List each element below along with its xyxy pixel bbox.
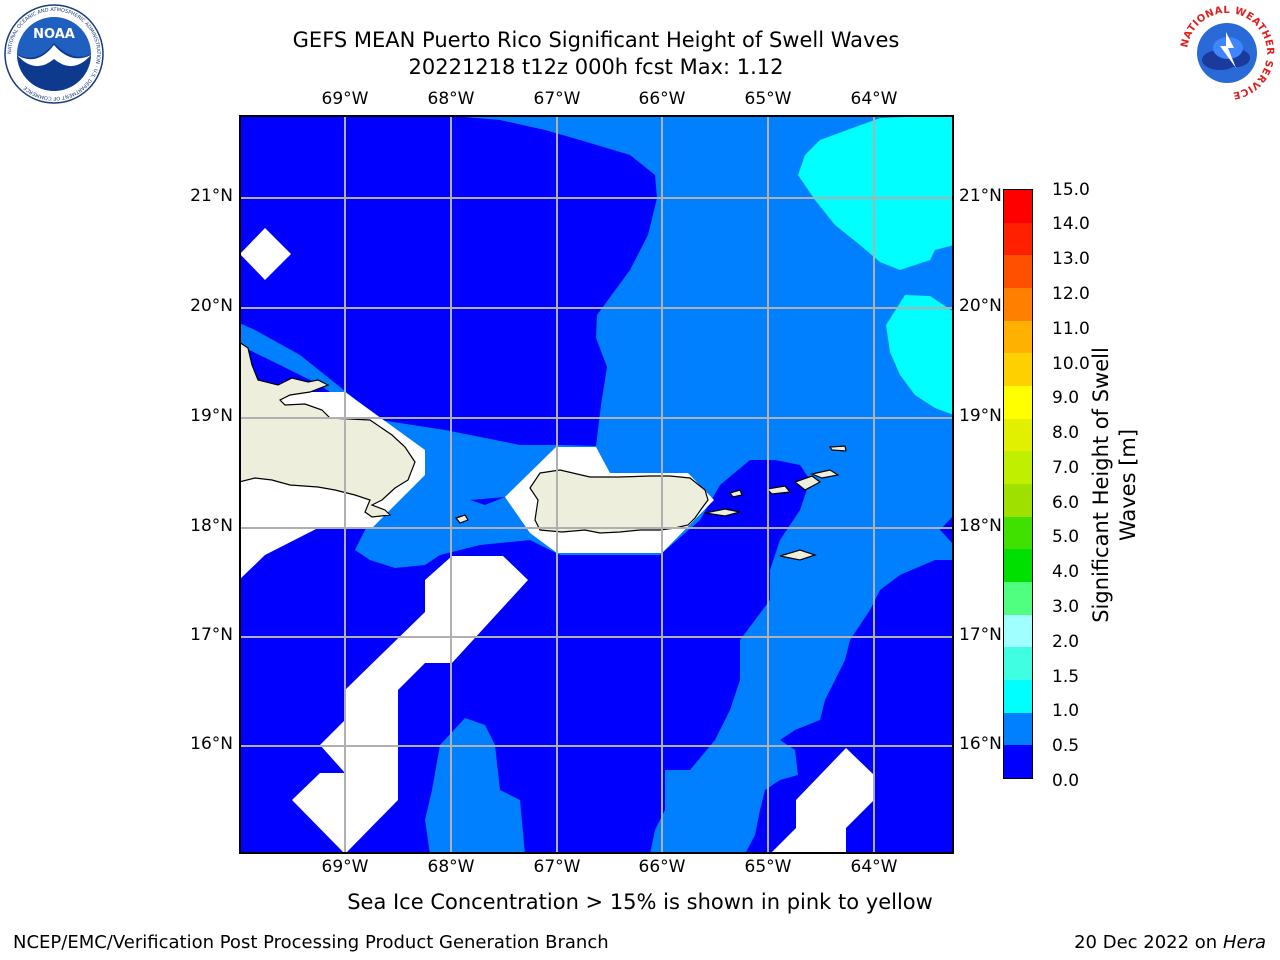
colorbar-label-line1: Significant Height of Swell bbox=[1089, 347, 1113, 623]
footer-branch: NCEP/EMC/Verification Post Processing Pr… bbox=[13, 932, 609, 953]
lat-label-left: 20°N bbox=[190, 296, 233, 316]
colorbar-swatch bbox=[1004, 222, 1032, 256]
lon-label-top: 65°W bbox=[744, 89, 792, 109]
colorbar-tick-label: 6.0 bbox=[1052, 493, 1080, 513]
map-frame bbox=[239, 115, 954, 854]
lat-label-right: 21°N bbox=[959, 186, 1002, 206]
colorbar-swatch bbox=[1004, 320, 1032, 354]
map-gridlines bbox=[239, 115, 954, 854]
lon-label-bottom: 64°W bbox=[850, 857, 898, 877]
colorbar-tick-label: 5.0 bbox=[1052, 527, 1080, 547]
colorbar-swatch bbox=[1004, 451, 1032, 484]
colorbar-tick-label: 15.0 bbox=[1052, 180, 1090, 200]
lon-label-bottom: 65°W bbox=[744, 857, 792, 877]
colorbar-tick-label: 11.0 bbox=[1052, 319, 1090, 339]
colorbar-swatch bbox=[1004, 647, 1032, 680]
colorbar-swatch bbox=[1004, 745, 1032, 778]
colorbar-swatch bbox=[1004, 255, 1032, 288]
lon-label-top: 67°W bbox=[533, 89, 581, 109]
colorbar-tick-label: 14.0 bbox=[1052, 214, 1090, 234]
no-data-area bbox=[240, 228, 291, 280]
virgin-islands-land bbox=[793, 475, 822, 491]
virgin-islands-land bbox=[765, 485, 792, 495]
lon-label-top: 69°W bbox=[321, 89, 369, 109]
colorbar-swatch bbox=[1004, 516, 1032, 550]
colorbar-swatch bbox=[1004, 581, 1032, 615]
no-data-area bbox=[770, 748, 874, 854]
no-data-area bbox=[292, 556, 528, 854]
swell-level-1-1.5-area bbox=[798, 115, 954, 270]
colorbar-tick-label: 3.0 bbox=[1052, 597, 1080, 617]
map-title: GEFS MEAN Puerto Rico Significant Height… bbox=[292, 28, 900, 52]
colorbar-tick-label: 10.0 bbox=[1052, 354, 1090, 374]
virgin-islands-land bbox=[729, 489, 743, 498]
colorbar-tick-label: 8.0 bbox=[1052, 423, 1080, 443]
lat-label-left: 18°N bbox=[190, 516, 233, 536]
colorbar bbox=[1003, 189, 1033, 779]
lon-label-top: 66°W bbox=[638, 89, 686, 109]
colorbar-tick-label: 2.0 bbox=[1052, 632, 1080, 652]
colorbar-swatch bbox=[1004, 287, 1032, 321]
footer-date: 20 Dec 2022 on Hera bbox=[1074, 932, 1266, 953]
swell-height-map bbox=[239, 115, 954, 854]
anegada-land bbox=[828, 445, 847, 452]
lon-label-bottom: 66°W bbox=[638, 857, 686, 877]
colorbar-swatch bbox=[1004, 353, 1032, 386]
swell-level-1-1.5-area bbox=[886, 295, 954, 415]
lat-label-right: 20°N bbox=[959, 296, 1002, 316]
lat-label-left: 17°N bbox=[190, 625, 233, 645]
lat-label-left: 21°N bbox=[190, 186, 233, 206]
colorbar-label-line2: Waves [m] bbox=[1116, 428, 1140, 542]
colorbar-tick-label: 12.0 bbox=[1052, 284, 1090, 304]
nws-logo: NATIONAL WEATHER SERVICE bbox=[1178, 4, 1276, 102]
colorbar-tick-label: 7.0 bbox=[1052, 458, 1080, 478]
colorbar-tick-label: 0.5 bbox=[1052, 736, 1080, 756]
colorbar-tick-label: 0.0 bbox=[1052, 771, 1080, 791]
lat-label-right: 18°N bbox=[959, 516, 1002, 536]
colorbar-swatch bbox=[1004, 189, 1032, 223]
colorbar-tick-label: 13.0 bbox=[1052, 249, 1090, 269]
lon-label-bottom: 68°W bbox=[427, 857, 475, 877]
noaa-logo: NATIONAL OCEANIC AND ATMOSPHERIC ADMINIS… bbox=[4, 4, 104, 104]
colorbar-swatch bbox=[1004, 712, 1032, 746]
lon-label-bottom: 69°W bbox=[321, 857, 369, 877]
colorbar-tick-label: 9.0 bbox=[1052, 388, 1080, 408]
lat-label-right: 17°N bbox=[959, 625, 1002, 645]
footer-host: Hera bbox=[1222, 932, 1266, 953]
colorbar-swatch bbox=[1004, 418, 1032, 452]
lat-label-right: 19°N bbox=[959, 406, 1002, 426]
colorbar-swatch bbox=[1004, 549, 1032, 582]
hispaniola-land bbox=[239, 341, 416, 518]
colorbar-tick-label: 1.5 bbox=[1052, 667, 1080, 687]
lon-label-top: 68°W bbox=[427, 89, 475, 109]
virgin-islands-land bbox=[809, 469, 840, 479]
lat-label-right: 16°N bbox=[959, 734, 1002, 754]
vieques-land bbox=[704, 508, 741, 517]
colorbar-tick-label: 1.0 bbox=[1052, 701, 1080, 721]
sea-ice-note: Sea Ice Concentration > 15% is shown in … bbox=[347, 890, 933, 914]
colorbar-swatch bbox=[1004, 385, 1032, 419]
lon-label-top: 64°W bbox=[850, 89, 898, 109]
colorbar-swatch bbox=[1004, 679, 1032, 713]
colorbar-swatch bbox=[1004, 614, 1032, 648]
lat-label-left: 19°N bbox=[190, 406, 233, 426]
noaa-logo-text: NOAA bbox=[33, 27, 75, 42]
lat-label-left: 16°N bbox=[190, 734, 233, 754]
virgin-islands-land bbox=[779, 549, 817, 561]
colorbar-swatch bbox=[1004, 483, 1032, 517]
footer-date-text: 20 Dec 2022 on bbox=[1074, 932, 1218, 953]
map-subtitle: 20221218 t12z 000h fcst Max: 1.12 bbox=[408, 55, 784, 79]
lon-label-bottom: 67°W bbox=[533, 857, 581, 877]
colorbar-tick-label: 4.0 bbox=[1052, 562, 1080, 582]
mona-island-land bbox=[454, 514, 469, 524]
